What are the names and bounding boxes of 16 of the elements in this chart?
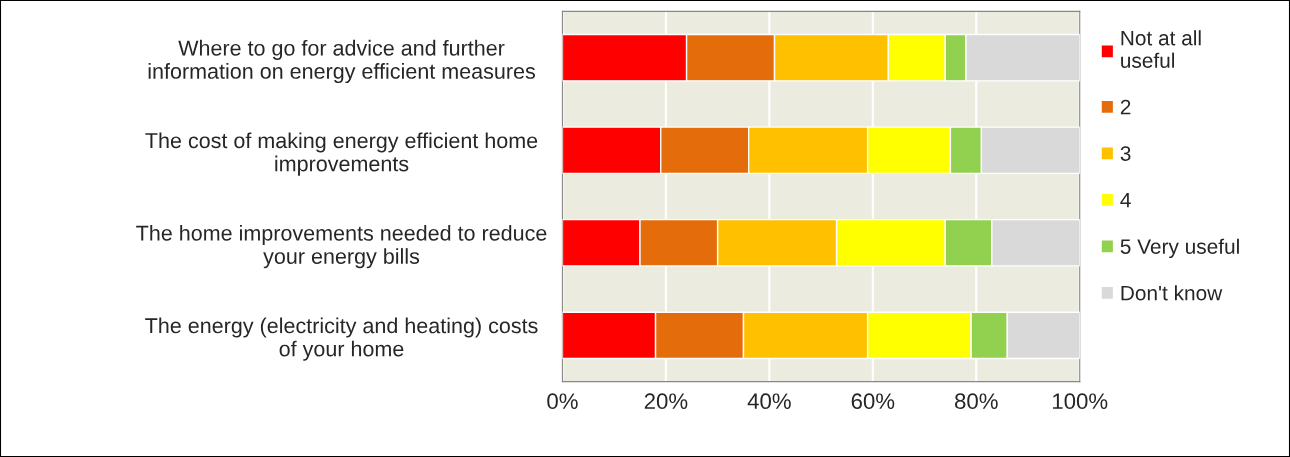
x-tick-label: 60% [851, 393, 895, 410]
legend-label: Not at all useful [1121, 30, 1201, 68]
legend-label: 2 [1120, 99, 1131, 115]
legend-label: 3 [1120, 146, 1131, 161]
x-tick-label: 40% [747, 393, 791, 410]
y-tick-label: The cost of making energy efficient home improvements [145, 132, 538, 176]
x-tick-label: 100% [1053, 393, 1108, 410]
legend-label: Don't know [1121, 285, 1223, 301]
y-tick-label: The energy (electricity and heating) costs of your home [145, 317, 538, 361]
x-tick-label: 20% [644, 393, 688, 410]
legend-label: 4 [1120, 192, 1131, 208]
x-tick-label: 0% [547, 393, 578, 410]
y-tick-label: The home improvements needed to reduce your energy bills [136, 224, 547, 269]
legend-label: 5 Very useful [1120, 238, 1239, 259]
y-tick-label: Where to go for advice and further information on energy efficient measures [148, 39, 535, 84]
x-tick-label: 80% [955, 393, 998, 410]
